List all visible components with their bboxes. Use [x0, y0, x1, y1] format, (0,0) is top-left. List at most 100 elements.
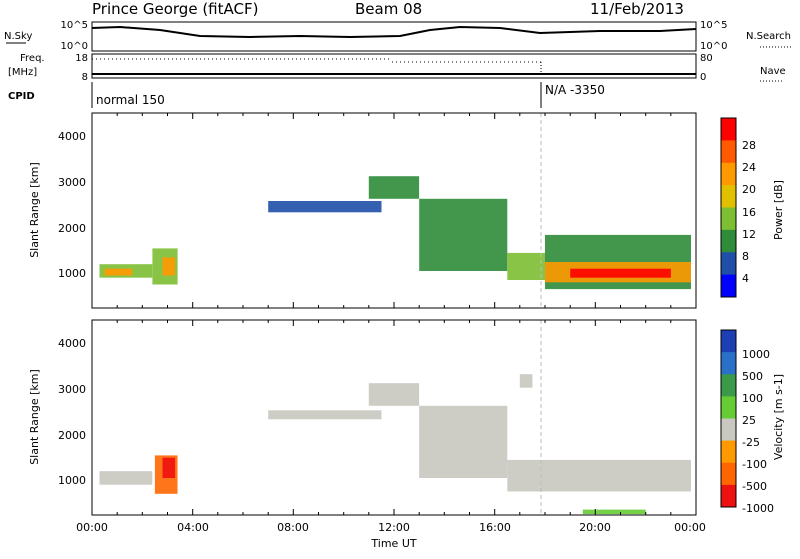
power-colorbar-swatch-1 [721, 140, 736, 164]
velocity-cb-tick-neg1000: -1000 [742, 502, 774, 515]
velocity-y-ticks: 4000 3000 2000 1000 [58, 337, 86, 487]
power-cb-tick-4: 4 [742, 272, 749, 285]
power-colorbar-label: Power [dB] [772, 180, 785, 240]
power-region-7 [507, 252, 546, 280]
power-cb-tick-28: 28 [742, 139, 756, 152]
xtick-2400: 00:00 [674, 521, 706, 534]
velocity-colorbar-swatch-0 [721, 330, 736, 353]
velocity-region-6 [507, 459, 691, 492]
power-colorbar-swatch-3 [721, 185, 736, 208]
power-colorbar [721, 118, 736, 298]
velocity-region-2 [162, 457, 176, 478]
velocity-colorbar-ticks: 1000 500 100 25 -25 -100 -500 -1000 [742, 348, 774, 515]
power-region-3 [162, 257, 176, 276]
velocity-cb-tick-neg100: -100 [742, 458, 767, 471]
power-y-ticks: 4000 3000 2000 1000 [58, 130, 86, 280]
velocity-ytick-3000: 3000 [58, 383, 86, 396]
power-colorbar-swatch-7 [721, 274, 736, 298]
power-colorbar-swatch-5 [721, 229, 736, 253]
xtick-0400: 04:00 [177, 521, 209, 534]
velocity-ylabel: Slant Range [km] [28, 369, 41, 465]
velocity-colorbar-label: Velocity [m s-1] [772, 374, 785, 460]
power-colorbar-swatch-2 [721, 162, 736, 186]
nave-tick-top: 80 [700, 53, 713, 64]
velocity-colorbar [721, 330, 736, 508]
nsky-trace [91, 25, 697, 39]
velocity-cb-tick-500: 500 [742, 370, 763, 383]
power-cb-tick-8: 8 [742, 250, 749, 263]
velocity-region-5 [419, 405, 508, 478]
cpid-segment-2: N/A -3350 [545, 83, 605, 97]
power-cb-tick-16: 16 [742, 206, 756, 219]
velocity-ytick-4000: 4000 [58, 337, 86, 350]
velocity-ytick-1000: 1000 [58, 474, 86, 487]
xtick-1200: 12:00 [378, 521, 410, 534]
power-colorbar-swatch-4 [721, 207, 736, 231]
power-region-5 [368, 176, 420, 199]
freq-panel-frame [91, 53, 697, 79]
x-axis-ticklines [91, 113, 697, 515]
velocity-cb-tick-neg500: -500 [742, 480, 767, 493]
velocity-colorbar-swatch-4 [721, 418, 736, 442]
velocity-colorbar-swatch-3 [721, 396, 736, 419]
xtick-2000: 20:00 [579, 521, 611, 534]
cpid-label: CPID [8, 91, 35, 102]
velocity-ytick-2000: 2000 [58, 429, 86, 442]
power-cb-tick-20: 20 [742, 183, 756, 196]
power-colorbar-frame [720, 117, 737, 298]
freq-label: Freq. [20, 53, 45, 64]
power-region-1 [104, 268, 133, 276]
power-ytick-1000: 1000 [58, 267, 86, 280]
velocity-colorbar-swatch-6 [721, 462, 736, 486]
date-title: 11/Feb/2013 [590, 0, 684, 18]
xaxis-label: Time UT [370, 537, 416, 550]
power-ytick-2000: 2000 [58, 222, 86, 235]
power-cb-tick-12: 12 [742, 228, 756, 241]
xtick-1600: 16:00 [479, 521, 511, 534]
nsearch-tick-top: 10^5 [700, 20, 727, 31]
power-ylabel: Slant Range [km] [28, 162, 41, 258]
power-ytick-3000: 3000 [58, 176, 86, 189]
xtick-0800: 08:00 [277, 521, 309, 534]
xtick-0000: 00:00 [76, 521, 108, 534]
nsky-tick-top: 10^5 [61, 20, 88, 31]
power-colorbar-ticks: 28 24 20 16 12 8 4 [742, 139, 756, 285]
power-colorbar-swatch-6 [721, 252, 736, 276]
power-ytick-4000: 4000 [58, 130, 86, 143]
power-region-4 [268, 201, 382, 213]
power-colorbar-swatch-0 [721, 118, 736, 141]
velocity-colorbar-frame [720, 329, 737, 508]
nsky-panel-frame [91, 21, 697, 52]
power-region-6 [419, 198, 508, 271]
beam-title: Beam 08 [355, 0, 422, 18]
velocity-region-8 [582, 509, 646, 515]
velocity-cb-tick-1000: 1000 [742, 348, 770, 361]
cpid-segment-1: normal 150 [96, 93, 165, 107]
nsky-tick-bottom: 10^0 [61, 41, 88, 52]
x-axis-ticks: 00:00 04:00 08:00 12:00 16:00 20:00 00:0… [76, 521, 706, 534]
velocity-cb-tick-neg25: -25 [742, 436, 760, 449]
velocity-colorbar-swatch-2 [721, 374, 736, 397]
velocity-region-7 [519, 374, 533, 388]
station-title: Prince George (fitACF) [92, 0, 258, 18]
velocity-cb-tick-100: 100 [742, 392, 763, 405]
power-region-10 [570, 268, 671, 278]
nave-label: Nave [760, 66, 786, 77]
velocity-colorbar-swatch-5 [721, 440, 736, 464]
velocity-region-0 [99, 471, 153, 485]
power-data-regions [99, 176, 691, 290]
power-cb-tick-24: 24 [742, 161, 756, 174]
nsearch-tick-bottom: 10^0 [700, 41, 727, 52]
velocity-data-regions [99, 374, 691, 515]
velocity-colorbar-swatch-1 [721, 352, 736, 375]
nsearch-label: N.Search [746, 31, 791, 42]
velocity-cb-tick-25: 25 [742, 414, 756, 427]
freq-tick-bottom: 8 [82, 72, 88, 83]
freq-tick-top: 18 [75, 53, 88, 64]
velocity-region-4 [368, 383, 420, 406]
velocity-colorbar-swatch-7 [721, 484, 736, 508]
nave-tick-bottom: 0 [700, 72, 706, 83]
velocity-region-3 [268, 410, 382, 420]
nsky-label: N.Sky [4, 31, 32, 42]
